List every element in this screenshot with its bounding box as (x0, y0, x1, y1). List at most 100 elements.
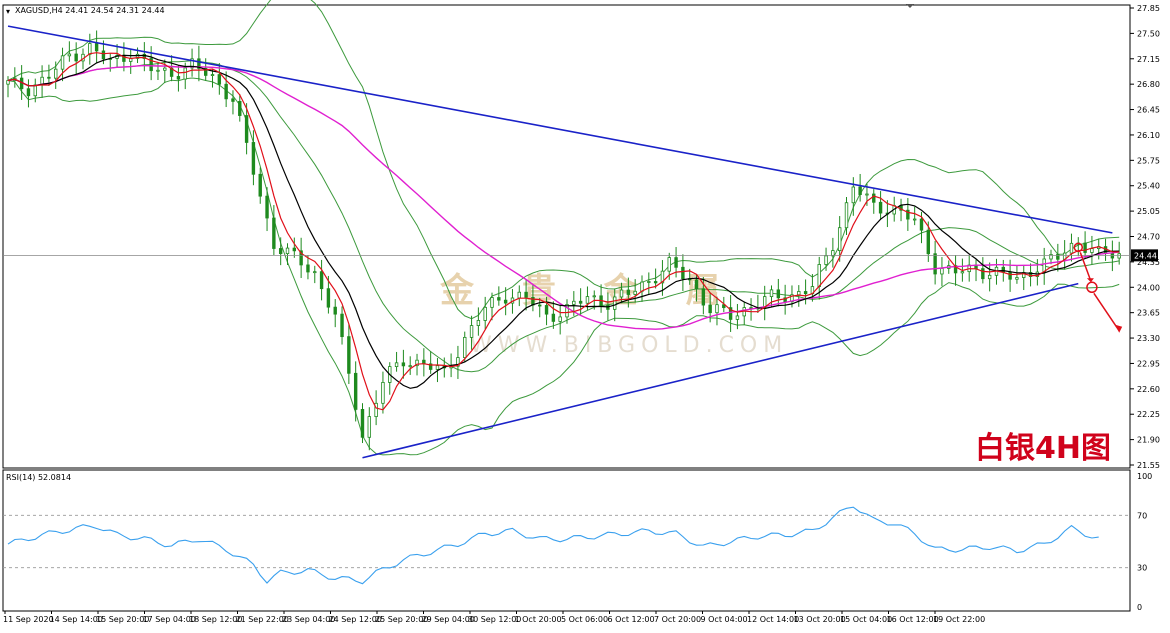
candle-body (278, 248, 283, 255)
candle-body (367, 416, 372, 438)
candle-body (326, 288, 331, 308)
candle-body (360, 409, 365, 438)
candle-body (67, 53, 72, 57)
y-tick-label: 26.10 (1137, 131, 1160, 140)
candle-body (933, 253, 937, 275)
y-tick-label: 22.95 (1137, 359, 1160, 368)
candle-body (149, 58, 153, 72)
candle-body (251, 142, 256, 175)
candle-body (313, 271, 317, 274)
x-tick-label: 5 Oct 06:00 (561, 615, 608, 624)
bollinger-lower (7, 77, 1120, 456)
candle-body (435, 365, 440, 370)
candle-body (701, 288, 706, 306)
x-tick-label: 23 Sep 04:00 (282, 615, 335, 624)
candle-body (490, 297, 494, 308)
candle-body (469, 325, 474, 338)
candle-body (6, 80, 10, 85)
candle-body (374, 402, 378, 418)
candle-body (60, 55, 65, 70)
candle-body (831, 250, 835, 257)
candle-body (912, 218, 917, 221)
projection-arrow-2 (1093, 292, 1120, 332)
candle-body (244, 115, 249, 143)
rsi-tick-label: 100 (1137, 472, 1152, 481)
candle-body (681, 266, 685, 280)
rsi-tick-label: 0 (1137, 603, 1142, 612)
candle-body (203, 67, 208, 76)
candle-body (142, 53, 147, 59)
candle-body (428, 363, 433, 370)
candle-body (285, 247, 290, 255)
candle-body (224, 83, 228, 100)
candle-body (503, 299, 508, 304)
projection-arrowhead-mid (1086, 278, 1094, 283)
candle-body (299, 250, 303, 266)
candle-body (858, 186, 862, 195)
x-tick-label: 1 Oct 20:00 (515, 615, 562, 624)
candle-body (197, 58, 201, 69)
candle-body (135, 53, 140, 59)
shift-marker-icon (906, 4, 914, 8)
candle-body (217, 74, 222, 85)
header-dropdown-icon: ▾ (6, 7, 10, 16)
candle-body (735, 315, 740, 320)
candle-body (619, 289, 624, 298)
candle-body (817, 264, 821, 287)
projection-arrow-1 (1079, 252, 1092, 282)
candle-body (1028, 272, 1033, 277)
candle-body (238, 101, 242, 116)
projection-break-circle (1086, 281, 1098, 294)
candle-body (183, 67, 187, 80)
candle-body (694, 279, 699, 290)
candle-body (653, 281, 658, 284)
candle-body (797, 291, 801, 296)
trendline-lower (362, 282, 1079, 459)
x-tick-label: 16 Oct 12:00 (887, 615, 939, 624)
candle-body (708, 304, 712, 314)
candle-body (1049, 254, 1053, 260)
candle-body (1090, 248, 1094, 253)
y-tick-label: 27.15 (1137, 55, 1160, 64)
y-tick-label: 21.55 (1137, 461, 1160, 470)
candle-body (415, 359, 419, 367)
candle-body (660, 270, 665, 284)
candle-body (353, 372, 358, 410)
y-tick-label: 26.45 (1137, 106, 1160, 115)
candle-body (722, 304, 726, 309)
rsi-tick-label: 70 (1137, 511, 1147, 520)
candle-body (517, 291, 521, 299)
last-price-box (1131, 249, 1158, 262)
candle-body (844, 202, 849, 229)
candle-body (319, 271, 324, 290)
x-tick-label: 19 Oct 22:00 (933, 615, 985, 624)
x-tick-label: 6 Oct 12:00 (608, 615, 655, 624)
candle-body (47, 76, 51, 79)
x-tick-label: 21 Sep 22:00 (236, 615, 289, 624)
candle-body (551, 313, 556, 322)
candle-body (578, 300, 583, 304)
candle-body (190, 58, 194, 69)
candle-body (776, 289, 781, 299)
candle-body (1008, 271, 1012, 280)
candle-body (156, 69, 160, 72)
x-tick-label: 7 Oct 20:00 (654, 615, 701, 624)
candle-body (265, 195, 269, 219)
candle-body (613, 296, 617, 310)
candle-body (1069, 242, 1074, 254)
y-tick-label: 23.30 (1137, 334, 1160, 343)
watermark-url: WWW.BIBGOLD.COM (470, 333, 788, 358)
candle-body (54, 68, 58, 79)
y-tick-label: 23.65 (1137, 309, 1160, 318)
candle-body (524, 291, 528, 298)
y-tick-label: 25.75 (1137, 156, 1160, 165)
x-tick-label: 12 Oct 14:00 (747, 615, 799, 624)
candle-body (401, 362, 406, 367)
candle-body (565, 304, 569, 318)
projection-start-circle (1073, 242, 1084, 253)
y-tick-label: 25.40 (1137, 182, 1160, 191)
candle-body (210, 74, 215, 76)
x-tick-label: 9 Oct 04:00 (701, 615, 748, 624)
candle-body (381, 382, 385, 404)
